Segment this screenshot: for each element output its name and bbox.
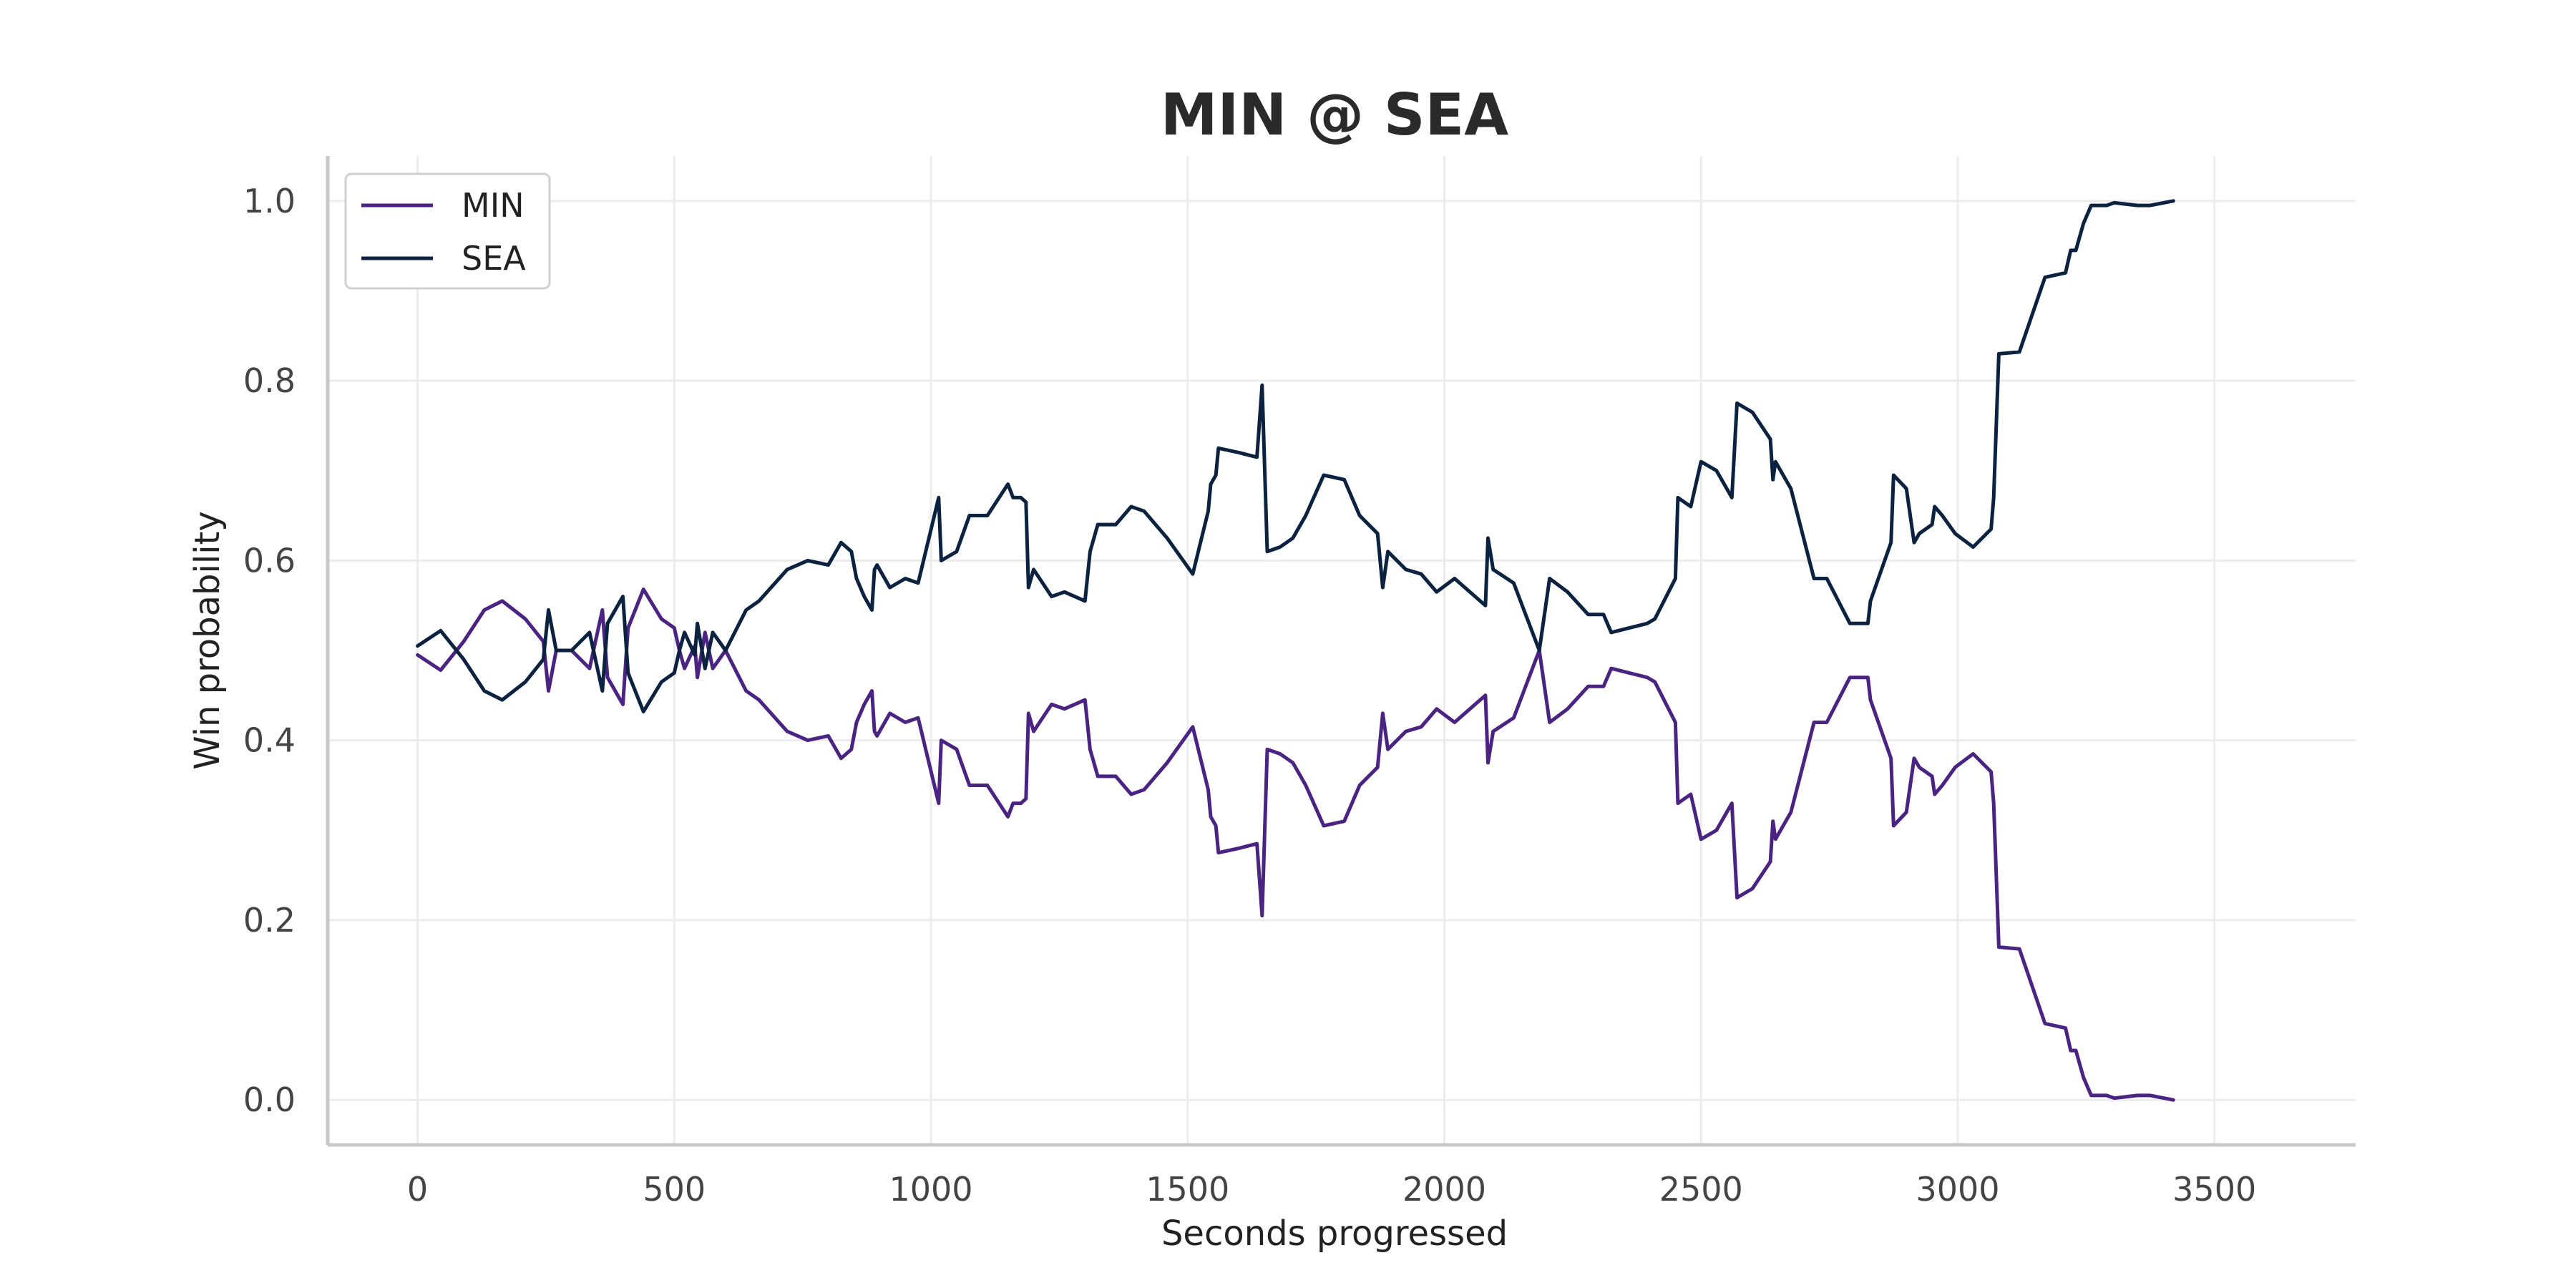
- series-lines: [416, 199, 2175, 1102]
- grid: [328, 156, 2356, 1145]
- y-tick-label: 0.4: [243, 721, 296, 760]
- series-line-min: [416, 587, 2175, 1102]
- x-axis-label: Seconds progressed: [1161, 1214, 1508, 1254]
- y-axis-label: Win probability: [187, 511, 228, 770]
- x-tick-label: 500: [643, 1170, 706, 1209]
- series-line-sea: [416, 199, 2175, 713]
- chart-title: MIN @ SEA: [1161, 82, 1508, 148]
- y-tick-label: 1.0: [243, 182, 296, 220]
- legend-label-min: MIN: [462, 186, 525, 225]
- x-tick-label: 0: [407, 1170, 428, 1209]
- x-tick-label: 2000: [1402, 1170, 1486, 1209]
- x-tick-label: 2500: [1659, 1170, 1743, 1209]
- y-tick-label: 0.8: [243, 361, 296, 400]
- legend: MIN SEA: [344, 172, 551, 290]
- x-tick-label: 1500: [1146, 1170, 1229, 1209]
- x-tick-label: 1000: [889, 1170, 972, 1209]
- y-tick-label: 0.0: [243, 1080, 296, 1119]
- axes: 0 500 1000 1500 2000 2500 3000 3500 0.0 0.2 0.4 0.6…: [243, 156, 2356, 1209]
- x-tick-label: 3000: [1916, 1170, 1999, 1209]
- x-tick-label: 3500: [2172, 1170, 2256, 1209]
- y-tick-label: 0.6: [243, 541, 296, 580]
- legend-label-sea: SEA: [462, 239, 526, 278]
- y-tick-label: 0.2: [243, 901, 296, 940]
